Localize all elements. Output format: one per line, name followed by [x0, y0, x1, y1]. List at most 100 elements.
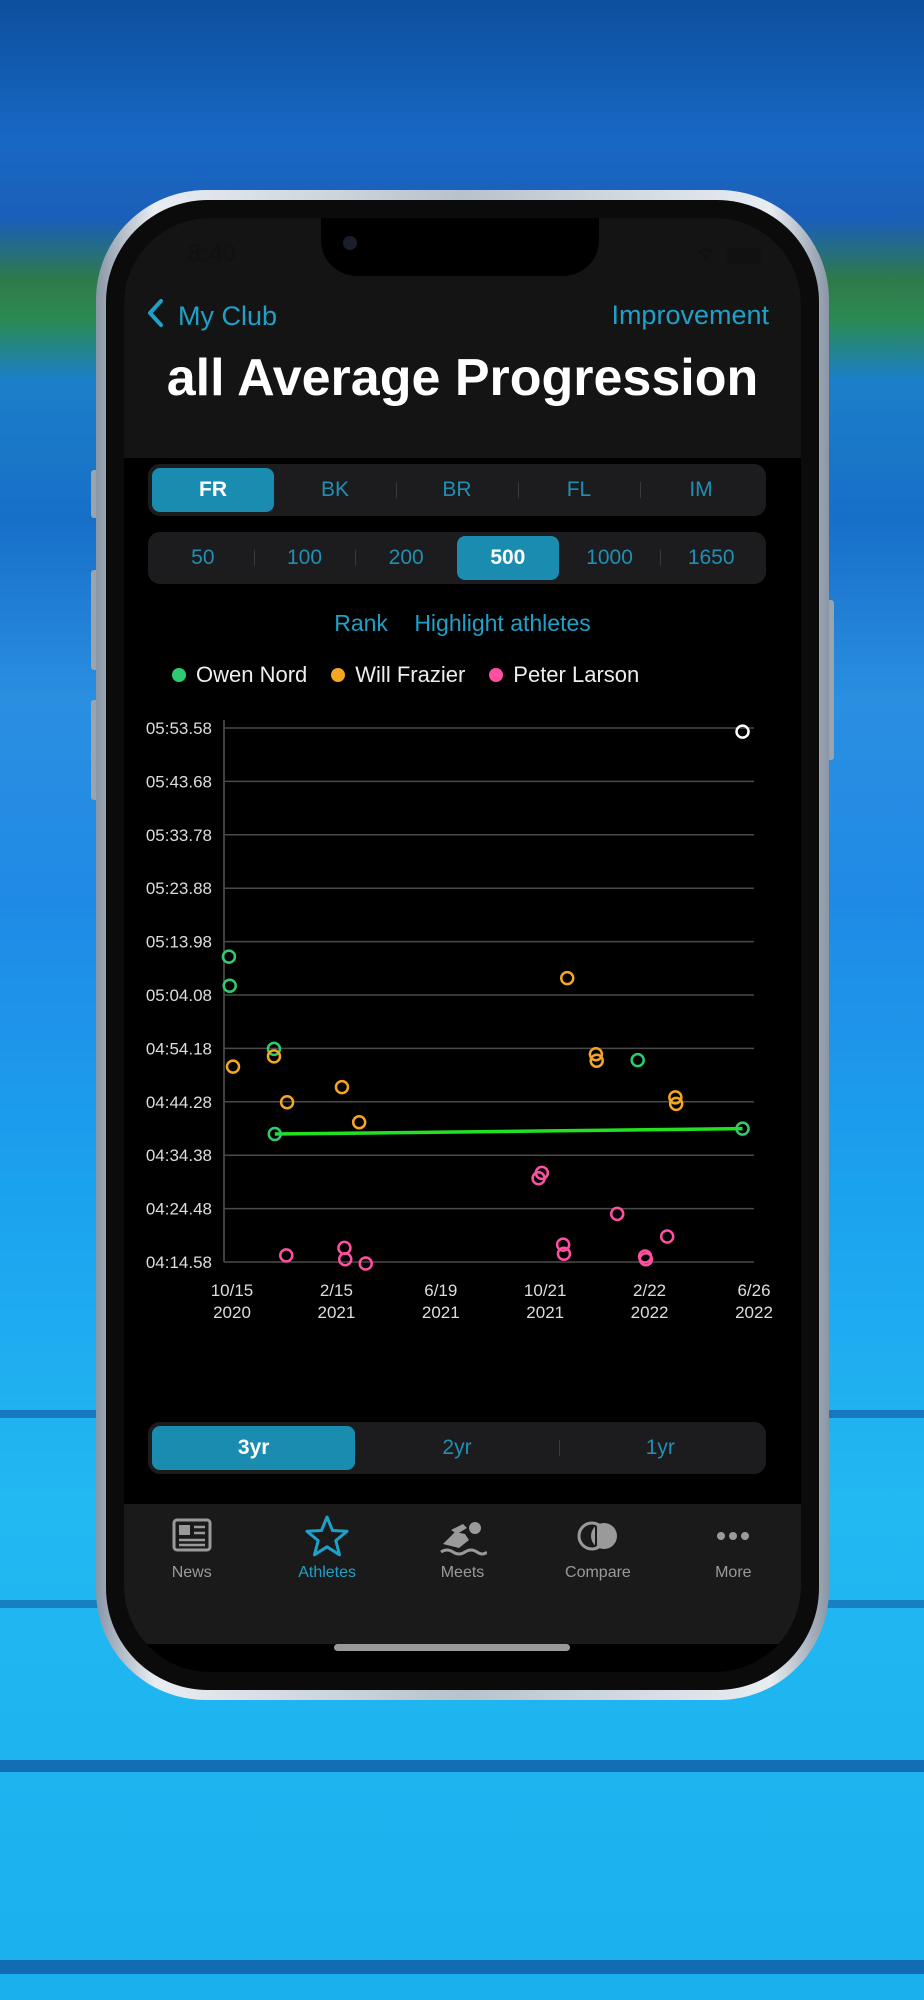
y-tick-label: 05:53.58: [146, 719, 212, 738]
y-tick-label: 04:24.48: [146, 1200, 212, 1219]
notch: [321, 218, 599, 276]
data-point: [334, 1079, 350, 1095]
x-tick-label: 6/26: [737, 1281, 770, 1300]
back-button[interactable]: My Club: [146, 298, 277, 334]
data-point: [555, 1237, 571, 1252]
newspaper-icon: [172, 1518, 212, 1552]
lane-line: [0, 1960, 924, 1974]
y-tick-label: 05:33.78: [146, 826, 212, 845]
x-tick-label: 2021: [526, 1303, 564, 1322]
range-option-3yr[interactable]: 3yr: [152, 1426, 356, 1470]
stroke-option-fl[interactable]: FL: [518, 468, 640, 512]
data-point: [668, 1090, 683, 1105]
distance-segmented-control: 50 100 200 500 1000 1650: [148, 532, 766, 584]
y-tick-label: 05:23.88: [146, 879, 212, 898]
x-tick-label: 2/15: [320, 1281, 353, 1300]
rank-link[interactable]: Rank: [334, 610, 388, 636]
legend-label: Owen Nord: [196, 662, 308, 687]
data-point: [358, 1256, 373, 1271]
tab-news[interactable]: News: [124, 1504, 259, 1644]
tab-label: More: [715, 1564, 752, 1581]
compare-icon: [577, 1521, 617, 1551]
data-point: [638, 1251, 654, 1267]
status-icons: [695, 244, 761, 267]
data-point: [588, 1046, 604, 1062]
phone-volume-down: [91, 700, 99, 800]
x-tick-label: 2022: [631, 1303, 669, 1322]
stroke-option-br[interactable]: BR: [396, 468, 518, 512]
data-point: [221, 949, 237, 964]
chart-legend: Owen Nord Will Frazier Peter Larson: [172, 662, 639, 688]
legend-item-will-frazier[interactable]: Will Frazier: [331, 662, 465, 688]
tab-label: Athletes: [298, 1564, 357, 1581]
tab-more[interactable]: More: [666, 1504, 801, 1644]
phone-volume-up: [91, 570, 99, 670]
tab-meets[interactable]: Meets: [395, 1504, 530, 1644]
tab-label: Meets: [440, 1564, 485, 1581]
distance-option-200[interactable]: 200: [355, 536, 457, 580]
distance-option-50[interactable]: 50: [191, 546, 215, 569]
data-point: [630, 1052, 645, 1068]
tab-compare[interactable]: Compare: [530, 1504, 665, 1644]
legend-label: Peter Larson: [513, 662, 640, 687]
camera-icon: [343, 236, 357, 250]
data-point: [735, 1121, 750, 1136]
legend-dot: [331, 668, 346, 682]
data-point: [279, 1248, 294, 1263]
phone-mute-switch: [91, 470, 99, 518]
battery-icon: [727, 247, 761, 264]
ellipsis-icon: [717, 1532, 750, 1540]
tab-label: News: [171, 1564, 212, 1581]
back-label: My Club: [178, 300, 278, 331]
y-tick-label: 04:14.58: [146, 1253, 212, 1272]
legend-item-peter-larson[interactable]: Peter Larson: [489, 662, 639, 688]
y-tick-label: 05:43.68: [146, 772, 212, 791]
stroke-option-bk[interactable]: BK: [320, 478, 349, 501]
x-tick-label: 2022: [735, 1303, 773, 1322]
distance-option-1000[interactable]: 1000: [586, 546, 633, 569]
distance-option-1650[interactable]: 1650: [660, 536, 762, 580]
page-title: all Average Progression: [166, 349, 759, 407]
chevron-left-icon: [146, 298, 164, 334]
app-screen: 8:40 My Club Improvement all Average Pro…: [124, 218, 801, 1672]
chart-links: Rank Highlight athletes: [124, 610, 801, 637]
distance-option-100[interactable]: 100: [253, 536, 356, 580]
x-tick-label: 10/21: [524, 1281, 567, 1300]
tab-label: Compare: [565, 1564, 631, 1581]
data-point: [609, 1206, 625, 1222]
legend-dot: [172, 668, 186, 682]
data-point: [589, 1053, 604, 1068]
data-point: [266, 1049, 282, 1064]
wifi-icon: [695, 244, 717, 267]
tab-athletes[interactable]: Athletes: [259, 1504, 394, 1644]
stroke-segmented-control: FR BK BR FL IM: [148, 464, 766, 516]
legend-item-owen-nord[interactable]: Owen Nord: [172, 662, 307, 688]
y-tick-label: 05:04.08: [146, 986, 212, 1005]
distance-option-500[interactable]: 500: [457, 536, 559, 580]
x-tick-label: 2021: [317, 1303, 355, 1322]
data-point: [222, 978, 237, 993]
highlight-athletes-link[interactable]: Highlight athletes: [414, 610, 591, 636]
phone-power-button: [826, 600, 834, 760]
data-point: [556, 1246, 572, 1262]
stroke-option-im[interactable]: IM: [640, 468, 762, 512]
range-option-2yr[interactable]: 2yr: [442, 1436, 472, 1459]
data-point: [337, 1251, 353, 1267]
data-point: [279, 1094, 295, 1110]
data-point: [559, 970, 575, 986]
improvement-button[interactable]: Improvement: [611, 300, 769, 330]
data-point: [735, 724, 750, 739]
stroke-option-fr[interactable]: FR: [152, 468, 274, 512]
progression-chart: 05:53.58 05:43.68 05:33.78 05:23.88 05:13.98…: [146, 719, 773, 1322]
range-option-1yr[interactable]: 1yr: [558, 1426, 762, 1470]
y-tick-label: 04:44.28: [146, 1093, 212, 1112]
y-tick-label: 05:13.98: [146, 933, 212, 952]
status-time: 8:40: [188, 240, 237, 267]
swimmer-icon: [439, 1522, 487, 1556]
data-point: [225, 1059, 241, 1074]
x-tick-label: 2020: [213, 1303, 251, 1322]
x-tick-label: 2021: [422, 1303, 460, 1322]
x-tick-label: 10/15: [211, 1281, 254, 1300]
phone-frame: 8:40 My Club Improvement all Average Pro…: [96, 190, 829, 1700]
x-tick-label: 2/22: [633, 1281, 666, 1300]
